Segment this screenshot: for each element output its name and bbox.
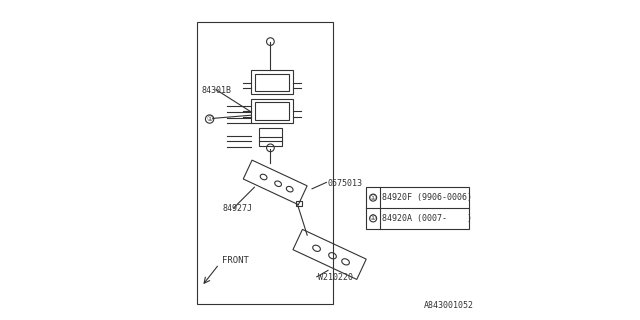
Text: 84927J: 84927J [223,204,252,213]
Text: FRONT: FRONT [223,256,249,265]
Bar [366,187,468,229]
Bar [251,99,293,123]
Text: ①: ① [207,116,212,122]
Bar [255,102,289,120]
Bar [259,128,282,146]
Text: 84301B: 84301B [202,86,232,95]
Bar [251,70,293,94]
Bar [255,74,289,91]
Text: 84920F (9906-0006): 84920F (9906-0006) [381,193,472,202]
Text: 0575013: 0575013 [328,179,363,188]
Bar [197,22,333,304]
Text: 84920A (0007-    ): 84920A (0007- ) [381,214,472,223]
Text: ①: ① [370,215,376,221]
Text: ①: ① [370,195,376,201]
Text: W210220: W210220 [319,273,353,282]
Text: A843001052: A843001052 [424,301,474,310]
